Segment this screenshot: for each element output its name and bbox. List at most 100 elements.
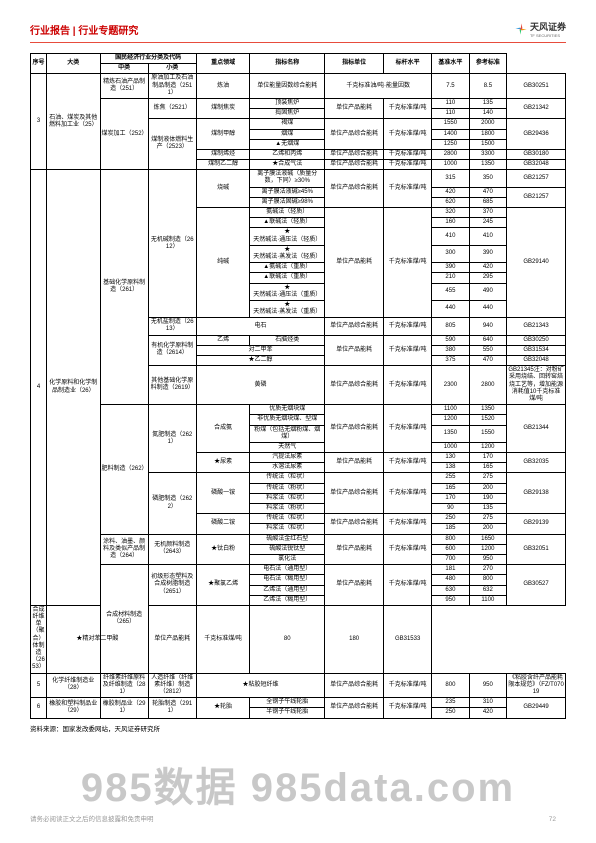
cell: 单位产品综合能耗	[325, 119, 384, 150]
cell: 200	[469, 524, 506, 534]
cell: 90	[432, 504, 469, 514]
cell: 3	[31, 74, 47, 170]
cell: 单位产品综合能耗	[325, 698, 384, 718]
cell: 尿素	[196, 453, 250, 473]
cell: 电石法（糊用型）	[250, 575, 325, 585]
cell: 235	[432, 698, 469, 708]
cell: 1550	[469, 425, 506, 442]
cell: 315	[432, 170, 469, 187]
cell: 纤维素纤维原料及纤维制造（281）	[100, 673, 148, 698]
cell: 全钢子午线轮胎	[250, 698, 325, 708]
cell: 千克标准油/吨·能量因数	[325, 74, 432, 99]
cell: 烧碱	[196, 170, 250, 208]
cell: 80	[250, 605, 325, 673]
footer-disclaimer: 请务必阅读正文之后的信息披露和免责申明	[30, 813, 154, 823]
cell: 顶装焦炉	[250, 98, 325, 108]
cell: 有机化学原料制造（2614）	[148, 335, 196, 366]
cell: 轮胎	[196, 698, 250, 718]
th-std: 参考标准	[469, 54, 506, 74]
cell: 粉煤（包括无烟粉煤、烟煤）	[250, 425, 325, 442]
cell: 离子膜法液碱≥45%	[250, 187, 325, 197]
cell: 632	[469, 585, 506, 595]
cell: 210	[432, 273, 469, 283]
cell: 940	[469, 318, 506, 335]
cell: 110	[432, 98, 469, 108]
logo-subtext: TF SECURITIES	[530, 33, 566, 38]
cell: 410	[469, 228, 506, 245]
cell: 295	[469, 273, 506, 283]
cell: 1350	[469, 405, 506, 415]
cell: GB30180	[507, 149, 566, 159]
cell: 950	[432, 595, 469, 605]
cell: 橡胶制品业（291）	[100, 698, 148, 718]
cell: 煤制乙二醇	[196, 160, 250, 170]
cell: 1000	[432, 160, 469, 170]
cell: 化学原料和化学制品制造业（26）	[47, 170, 101, 606]
cell: 煤制甲醇	[196, 119, 250, 150]
logo-text: 天风证券	[530, 22, 566, 32]
cell: 110	[432, 109, 469, 119]
cell: 初级形态塑料及合成树脂制造（2651）	[148, 565, 196, 606]
cell: 单位产品综合能耗	[325, 160, 384, 170]
cell: 氨碱法（重质）	[250, 263, 325, 273]
th-mid: 中类	[100, 64, 148, 74]
cell: GB21345注：对粉矿采用烧结、回转窑焙烧工艺等，增加能源消耗值10千克标准煤…	[507, 366, 566, 405]
cell: 单位产品能耗	[325, 565, 384, 606]
cell: GB32048	[507, 356, 566, 366]
cell: 1100	[469, 595, 506, 605]
cell: 2300	[432, 366, 469, 405]
cell: 640	[469, 335, 506, 345]
cell: 联碱法（重质）	[250, 273, 325, 283]
source-note: 资料来源：国家发改委网站，天风证券研究所	[30, 723, 566, 733]
cell: 千克标准煤/吨	[384, 565, 432, 606]
cell: 人造纤维（纤维素纤维）制造（2812）	[148, 673, 196, 698]
watermark: 985数据 985data.com	[81, 755, 515, 813]
cell: 440	[432, 300, 469, 317]
cell: GB21343	[507, 318, 566, 335]
cell: 470	[469, 187, 506, 197]
cell: 单位产品能耗	[325, 335, 384, 366]
cell: 捣固焦炉	[250, 109, 325, 119]
cell: 离子膜法固碱≥98%	[250, 197, 325, 207]
cell: 粘胶短纤维	[196, 673, 324, 698]
cell: GB32051	[507, 534, 566, 565]
cell: 190	[469, 493, 506, 503]
cell: 乙烯法（糊用型）	[250, 595, 325, 605]
cell: GB30250	[507, 335, 566, 345]
cell: GB21342	[507, 98, 566, 118]
cell: 800	[469, 575, 506, 585]
cell: 优质无烟块煤	[250, 405, 325, 415]
th-cat: 大类	[47, 54, 101, 74]
cell: 270	[469, 565, 506, 575]
cell: 1500	[469, 139, 506, 149]
cell: GB31533	[384, 605, 432, 673]
cell: 1250	[432, 139, 469, 149]
cell: 550	[469, 345, 506, 355]
cell: 合成氨	[196, 405, 250, 453]
cell: 130	[432, 453, 469, 463]
cell: 140	[469, 109, 506, 119]
cell: 165	[432, 483, 469, 493]
cell: 590	[432, 335, 469, 345]
header-title: 行业报告 | 行业专题研究	[30, 22, 138, 37]
cell: 440	[469, 300, 506, 317]
cell: 煤制液体燃料生产（2523）	[148, 119, 196, 170]
cell: 1350	[469, 160, 506, 170]
cell: 2000	[469, 119, 506, 129]
cell: 380	[432, 345, 469, 355]
cell: 天然碱法·蒸发法（轻质）	[250, 245, 325, 262]
cell: GB21257	[507, 187, 566, 207]
cell: 375	[432, 356, 469, 366]
cell: 单位产品综合能耗	[325, 318, 384, 335]
cell: 185	[432, 524, 469, 534]
cell: 对二甲苯	[196, 345, 324, 355]
cell: 245	[469, 218, 506, 228]
cell: 165	[469, 463, 506, 473]
th-bm: 标杆水平	[384, 54, 432, 74]
cell: 电石法（通用型）	[250, 565, 325, 575]
cell: 275	[469, 514, 506, 524]
th-bs: 基准水平	[432, 54, 469, 74]
cell: 420	[469, 263, 506, 273]
cell: 950	[469, 673, 506, 698]
cell: 天然碱法·通压法（轻质）	[250, 228, 325, 245]
